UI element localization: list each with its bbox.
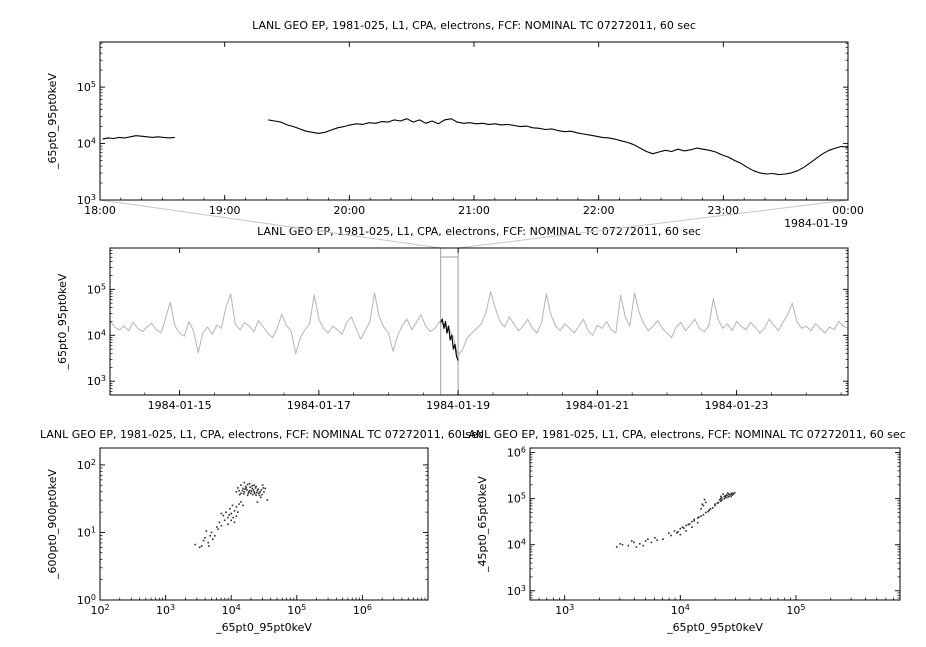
x-tick-label: 1984-01-15 — [148, 399, 212, 412]
y-tick-label: 104 — [77, 137, 96, 151]
x-tick-label: 1984-01-23 — [705, 399, 769, 412]
panel1-title: LANL GEO EP, 1981-025, L1, CPA, electron… — [252, 19, 696, 32]
x-tick-label: 18:00 — [84, 204, 116, 217]
panel-1: 103 104 105 1984-01-15 1984-01-17 1984-01-19 1… — [56, 247, 849, 412]
data-series — [440, 318, 459, 361]
x-tick-label: 105 — [786, 603, 805, 617]
y-axis-label: _65pt0_95pt0keV — [56, 273, 69, 370]
x-tick-label: 104 — [671, 603, 690, 617]
x-axis-date-label: 1984-01-19 — [784, 217, 848, 230]
x-tick-label: 103 — [156, 603, 175, 617]
plot-area[interactable] — [99, 447, 429, 601]
zoom-connector-right — [458, 199, 849, 249]
data-series — [109, 291, 849, 357]
y-axis-label: _600pt0_900pt0keV — [46, 469, 59, 580]
panel2-title: LANL GEO EP, 1981-025, L1, CPA, electron… — [257, 225, 701, 238]
x-tick-label: 22:00 — [583, 204, 615, 217]
y-tick-label: 105 — [507, 492, 526, 506]
x-tick-label: 00:00 — [832, 204, 864, 217]
y-tick-label: 103 — [507, 584, 526, 598]
panel3-title: LANL GEO EP, 1981-025, L1, CPA, electron… — [40, 428, 484, 441]
x-tick-label: 1984-01-19 — [426, 399, 490, 412]
y-tick-label: 105 — [87, 282, 106, 296]
y-tick-label: 102 — [77, 458, 96, 472]
scatter-points — [615, 491, 736, 548]
scatter-points — [194, 481, 269, 549]
x-tick-label: 106 — [353, 603, 372, 617]
x-tick-label: 104 — [222, 603, 241, 617]
x-axis-label: _65pt0_95pt0keV — [666, 621, 763, 634]
plot-area[interactable] — [529, 447, 901, 601]
x-tick-label: 1984-01-17 — [287, 399, 351, 412]
data-series — [268, 118, 849, 176]
zoom-connector-left — [99, 199, 441, 249]
y-axis-label: _65pt0_95pt0keV — [46, 73, 59, 170]
y-tick-label: 105 — [77, 80, 96, 94]
x-tick-label: 105 — [287, 603, 306, 617]
x-axis-label: _65pt0_95pt0keV — [215, 621, 312, 634]
x-tick-label: 20:00 — [333, 204, 365, 217]
y-tick-label: 104 — [87, 328, 106, 342]
panel-3: 103 104 105 106 103 104 105 _45pt0_65pt0keV _65p… — [476, 446, 901, 634]
y-tick-label: 103 — [87, 374, 106, 388]
x-tick-label: 1984-01-21 — [565, 399, 629, 412]
x-tick-label: 21:00 — [458, 204, 490, 217]
x-tick-label: 103 — [555, 603, 574, 617]
panel4-title: LANL GEO EP, 1981-025, L1, CPA, electron… — [462, 428, 906, 441]
y-tick-label: 104 — [507, 538, 526, 552]
x-tick-label: 23:00 — [707, 204, 739, 217]
x-tick-label: 19:00 — [209, 204, 241, 217]
y-axis-label: _45pt0_65pt0keV — [476, 476, 489, 573]
plot-area[interactable] — [99, 41, 849, 201]
y-tick-label: 106 — [507, 446, 526, 460]
selection-band[interactable] — [440, 247, 459, 396]
x-tick-label: 102 — [90, 603, 109, 617]
data-series — [102, 135, 175, 140]
y-tick-label: 101 — [77, 525, 96, 539]
